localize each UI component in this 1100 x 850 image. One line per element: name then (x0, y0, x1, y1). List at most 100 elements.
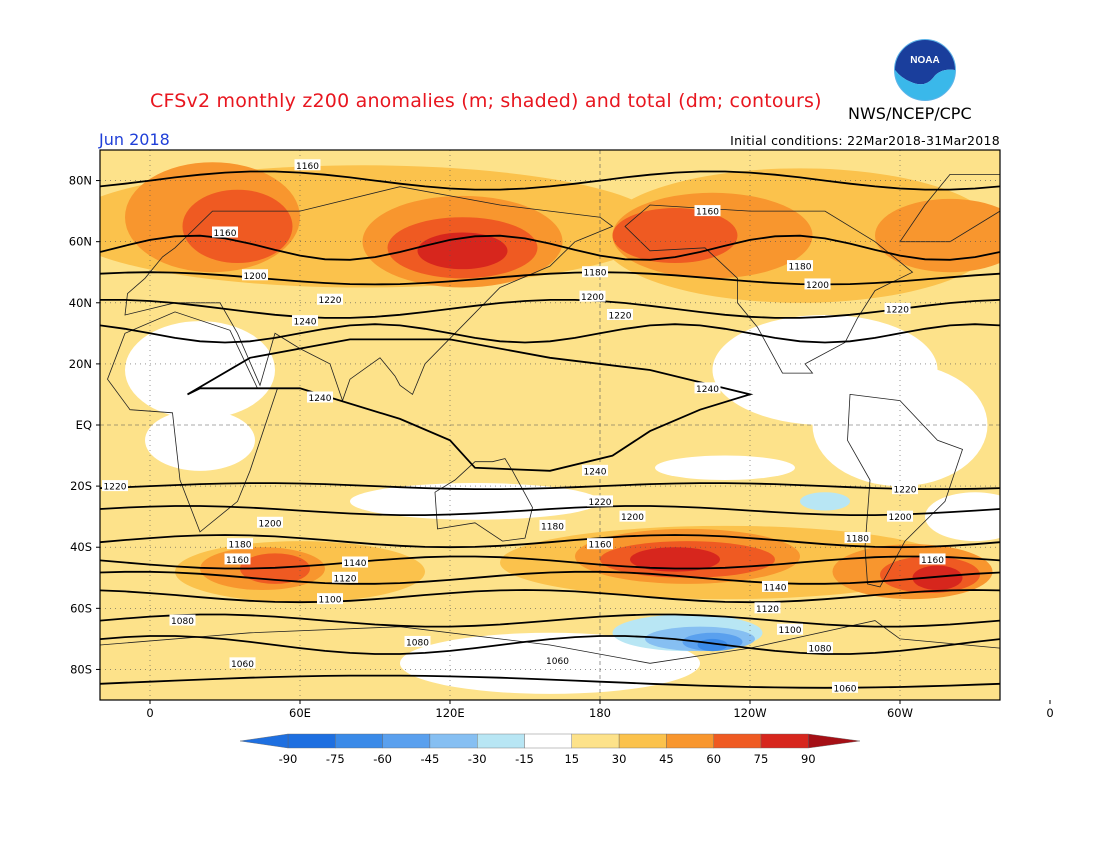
contour-labels: 1160 1160 1200 1220 1240 1160 1180 1200 1220 1240… (102, 159, 946, 694)
colorbar-label: 15 (564, 752, 579, 766)
colorbar-segment (524, 733, 572, 749)
contour-label: 1160 (921, 556, 944, 566)
contour-label-box (227, 538, 253, 550)
contour-label-box (884, 302, 911, 314)
contour-label: 1080 (809, 645, 832, 655)
height-contour (100, 570, 1000, 585)
contour-label-box (579, 290, 606, 302)
lat-label: 40N (69, 296, 92, 310)
contour-label-box (332, 571, 358, 583)
contour-label-box (787, 260, 813, 272)
contour-label-box (887, 510, 913, 522)
contour-label-box (777, 623, 803, 635)
colorbar-label: 90 (801, 752, 816, 766)
contour-label-box (317, 293, 343, 305)
figure-title: CFSv2 monthly z200 anomalies (m; shaded)… (150, 90, 822, 112)
contour-label: 1240 (309, 394, 332, 404)
lat-label: 80S (70, 662, 92, 676)
contour-label-box (539, 519, 566, 531)
contour-label-box (807, 642, 833, 654)
lat-label: 20N (69, 357, 92, 371)
colorbar-label: 60 (706, 752, 721, 766)
colorbar-label: 45 (659, 752, 674, 766)
colorbar-label: -60 (373, 752, 392, 766)
noaa-logo: NOAA (894, 39, 956, 101)
height-contour (100, 482, 1000, 490)
lat-label: 20S (70, 479, 92, 493)
contour-label: 1200 (621, 513, 644, 523)
height-contour (100, 534, 1000, 549)
lat-label: 60S (70, 601, 92, 615)
contour-label-box (292, 315, 318, 327)
contour-label: 1200 (889, 513, 912, 523)
lon-label: 60W (887, 706, 913, 720)
anomaly-75 (912, 565, 963, 590)
colorbar-label: -45 (421, 752, 440, 766)
contour-label-box (294, 159, 321, 171)
colorbar-label: -15 (515, 752, 534, 766)
contour-label: 1160 (589, 541, 612, 551)
near-zero-region (655, 455, 795, 480)
contour-label: 1120 (334, 574, 357, 584)
contour-label-box (762, 580, 788, 592)
agency-label: NWS/NCEP/CPC (848, 104, 972, 123)
contour-label: 1200 (581, 293, 604, 303)
colorbar-label: -75 (326, 752, 345, 766)
lon-label: 0 (1046, 706, 1053, 720)
contour-label: 1140 (344, 559, 367, 569)
height-contour (100, 555, 1000, 570)
height-contour (100, 323, 1000, 344)
contour-label: 1080 (406, 638, 429, 648)
contour-label: 1180 (789, 263, 812, 273)
initial-conditions-label: Initial conditions: 22Mar2018-31Mar2018 (730, 133, 1000, 148)
map-axes: 80N 60N 40N 20N EQ 20S 40S 60S 80S 0 60E 120E 180 120… (69, 174, 1054, 720)
colorbar-segment (382, 733, 431, 749)
contour-label: 1060 (231, 660, 254, 670)
contour-label-box (804, 278, 831, 290)
contour-label-box (587, 538, 613, 550)
contour-label: 1220 (886, 305, 909, 315)
height-contour (100, 170, 1000, 191)
contour-label: 1140 (764, 583, 787, 593)
colorbar-low-arrow (239, 733, 289, 749)
colorbar-segment (760, 733, 809, 749)
colorbar-segment (571, 733, 620, 749)
colorbar-segment (335, 733, 383, 749)
colorbar-label: 75 (754, 752, 769, 766)
contour-label-box (102, 480, 128, 492)
contour-label-box (212, 226, 238, 238)
contour-label-box (844, 532, 871, 544)
contour-label-box (242, 269, 268, 281)
contour-label: 1160 (214, 229, 237, 239)
contour-label-box (607, 309, 633, 320)
contour-label-box (694, 205, 721, 217)
contour-label: 1120 (756, 605, 779, 615)
height-contour (100, 589, 1000, 604)
contour-label: 1220 (589, 498, 612, 508)
lon-label: 120E (435, 706, 464, 720)
contour-label: 1100 (779, 626, 802, 636)
height-contour (100, 299, 1000, 319)
contour-label: 1200 (244, 272, 267, 282)
lon-label: 120W (733, 706, 766, 720)
contour-label: 1220 (319, 296, 342, 306)
contour-label-box (919, 553, 946, 565)
contour-label: 1060 (546, 657, 569, 667)
contour-label: 1180 (584, 269, 607, 279)
lat-label: 80N (69, 174, 92, 188)
contour-label: 1180 (229, 541, 252, 551)
contour-label: 1240 (584, 467, 607, 477)
contour-label-box (832, 681, 858, 693)
colorbar-segment (287, 733, 336, 749)
contour-label-box (307, 391, 333, 403)
north-america-coast (624, 204, 914, 374)
lat-label: 60N (69, 235, 92, 249)
south-america-coast (847, 393, 964, 588)
antarctica-coast (100, 620, 1000, 700)
colorbar-segment (666, 733, 714, 749)
contour-label-box (229, 657, 256, 669)
colorbar-high-arrow (808, 733, 861, 749)
colorbar-segment (429, 733, 478, 749)
near-zero-region (125, 321, 275, 419)
